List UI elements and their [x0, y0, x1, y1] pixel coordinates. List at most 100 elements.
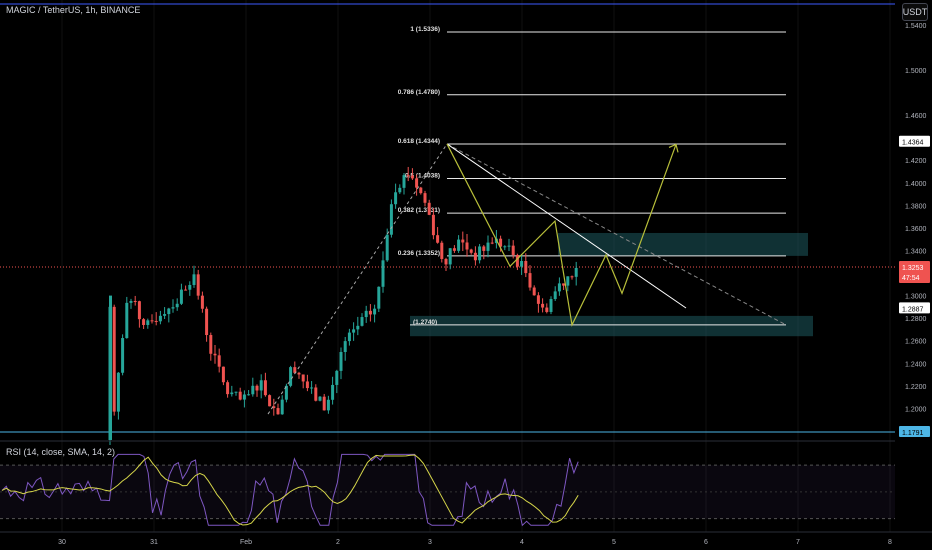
target-price-label-text: 1.4364: [902, 140, 924, 147]
current-price-label: [899, 261, 930, 284]
candle-body: [415, 178, 419, 188]
projected-path: [446, 143, 677, 327]
candle-body: [109, 295, 112, 440]
candle-body: [326, 399, 330, 411]
candle-body: [184, 289, 188, 291]
candle-body: [356, 325, 360, 330]
fib-level-label: 0.618 (1.4344): [398, 138, 440, 145]
candle-body: [352, 329, 356, 333]
candle-body: [179, 289, 183, 304]
fib-level-label: 0.786 (1.4780): [398, 89, 440, 96]
time-tick: 5: [612, 539, 616, 546]
symbol-title: MAGIC / TetherUS, 1h, BINANCE: [6, 5, 141, 15]
candle-body: [520, 261, 524, 267]
candle-body: [125, 302, 129, 339]
candle-body: [419, 187, 423, 194]
candle-body: [457, 239, 461, 251]
candles: [108, 166, 578, 446]
candle-body: [469, 249, 473, 253]
candle-body: [171, 307, 175, 309]
candle-body: [562, 283, 566, 286]
price-tick: 1.5000: [905, 68, 927, 75]
candle-body: [343, 341, 347, 352]
rsi-pane: 80.0056.5049.4547.6647.48: [0, 440, 932, 527]
candle-body: [234, 391, 238, 393]
price-tick: 1.2600: [905, 339, 927, 346]
price-tick: 1.4600: [905, 113, 927, 120]
price-tick: 1.2200: [905, 384, 927, 391]
currency-button[interactable]: USDT: [902, 3, 928, 21]
drawings: [267, 143, 787, 415]
rsi-ma-line: [1, 454, 579, 526]
candle-body: [217, 355, 221, 367]
time-tick: 31: [150, 539, 158, 546]
time-axis: 30 31 Feb 2 3 4 5 6 7 8: [0, 531, 932, 546]
candle-body: [263, 380, 267, 396]
candle-body: [322, 396, 326, 411]
candle-body: [276, 408, 280, 415]
candle-body: [486, 242, 490, 251]
candle-body: [209, 335, 213, 354]
candle-body: [310, 387, 314, 389]
candle-body: [465, 242, 469, 250]
candle-body: [570, 276, 574, 278]
candle-body: [394, 192, 398, 205]
level-price-label: [899, 302, 930, 314]
candle-body: [188, 284, 192, 290]
support-price-label-text: 1.1791: [902, 430, 924, 437]
candle-body: [251, 385, 255, 395]
candle-body: [503, 246, 507, 248]
candle-body: [255, 385, 259, 391]
candle-body: [431, 214, 435, 236]
candle-body: [541, 303, 545, 308]
candle-body: [129, 300, 133, 303]
candle-body: [478, 246, 482, 261]
candle-body: [247, 394, 251, 396]
candle-body: [314, 387, 318, 401]
fib-level-label: (1.2740): [413, 319, 437, 326]
candle-body: [335, 370, 339, 385]
candle-body: [528, 273, 532, 288]
candle-body: [121, 338, 125, 373]
candle-body: [133, 300, 137, 302]
candle-body: [154, 320, 158, 322]
candle-body: [444, 258, 448, 265]
candle-body: [532, 287, 536, 296]
candle-body: [331, 384, 335, 400]
candle-body: [473, 252, 477, 261]
candle-body: [200, 295, 204, 309]
fib-level-label: 1 (1.5336): [410, 26, 440, 33]
candle-body: [158, 315, 162, 322]
price-tick: 1.2800: [905, 316, 927, 323]
rsi-indicator-label[interactable]: RSI (14, close, SMA, 14, 2): [6, 447, 116, 457]
price-tick: 1.3400: [905, 248, 927, 255]
candle-body: [167, 308, 171, 315]
time-tick: 8: [888, 539, 892, 546]
price-tick: 1.3000: [905, 294, 927, 301]
time-tick: 2: [336, 539, 340, 546]
countdown-text: 47:54: [902, 275, 920, 282]
candle-body: [150, 320, 154, 322]
candle-body: [116, 372, 120, 412]
price-tick: 1.3600: [905, 226, 927, 233]
candle-body: [461, 239, 465, 243]
fib-level-label: 0.5 (1.4038): [405, 172, 440, 179]
candle-body: [360, 317, 364, 326]
candle-body: [427, 202, 431, 215]
price-tick: 1.4200: [905, 158, 927, 165]
dashed-trendline: [446, 143, 787, 326]
candle-body: [280, 399, 284, 415]
arrow-head-icon: [668, 143, 679, 153]
time-tick: 4: [520, 539, 524, 546]
rsi-line: [1, 453, 579, 527]
candle-body: [410, 175, 414, 179]
price-tick: 1.5400: [905, 23, 927, 30]
candle-body: [423, 193, 427, 203]
price-tick: 1.2400: [905, 361, 927, 368]
candle-body: [574, 267, 578, 277]
candle-body: [406, 175, 410, 177]
candle-body: [192, 274, 196, 285]
target-price-label: [899, 135, 930, 147]
candle-body: [347, 332, 351, 342]
